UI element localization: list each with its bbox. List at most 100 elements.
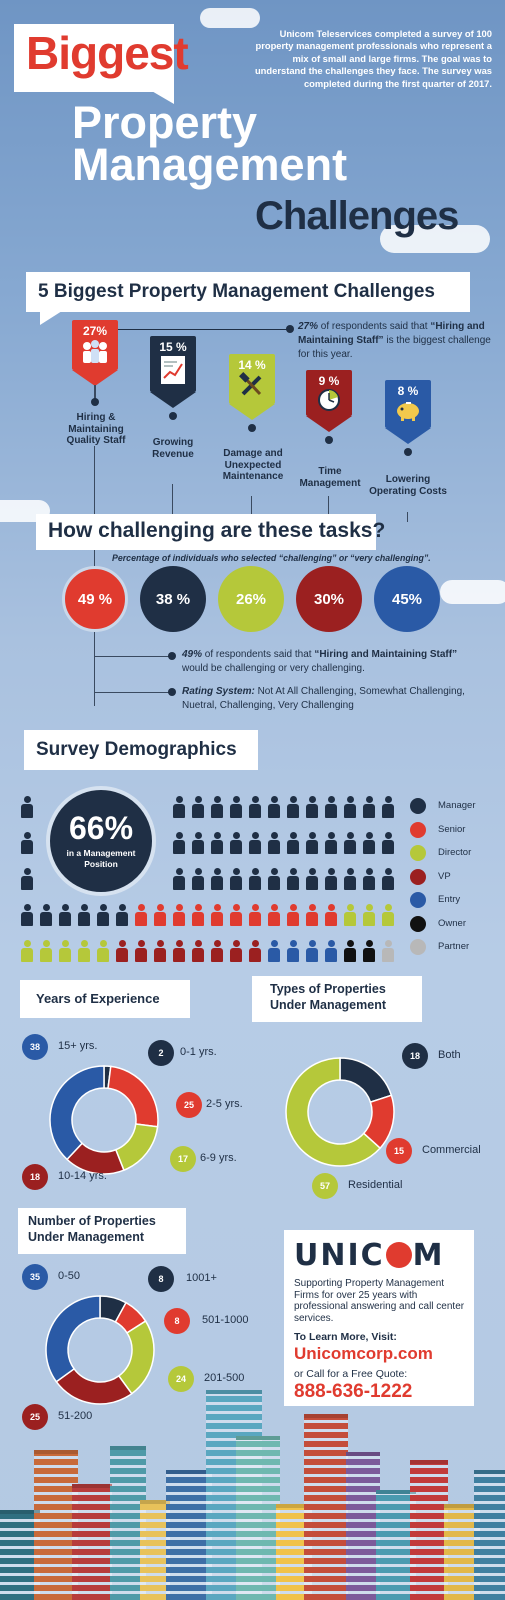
tasks-heading-box	[36, 514, 376, 550]
ad-phone[interactable]: 888-636-1222	[294, 1381, 413, 1402]
challenge-item-revenue: 15 %	[150, 336, 196, 408]
donut-label: 501-1000	[202, 1314, 249, 1326]
person-icon	[229, 796, 243, 818]
building	[140, 1500, 170, 1600]
person-icon	[305, 904, 319, 926]
ad-url[interactable]: Unicomcorp.com	[294, 1344, 433, 1363]
logo-text-end: M	[412, 1238, 445, 1273]
task-circle: 38 %	[140, 566, 206, 632]
donut-label: 0-1 yrs.	[180, 1046, 217, 1058]
note-rest: would be challenging or very challenging…	[182, 663, 365, 674]
person-icon	[362, 868, 376, 890]
title-challenges: Challenges	[255, 194, 459, 238]
legend-label: Senior	[438, 823, 466, 835]
person-icon	[343, 796, 357, 818]
challenge-pct: 27%	[82, 324, 108, 338]
person-icon	[58, 904, 72, 926]
building	[376, 1490, 416, 1600]
title-management: Management	[72, 139, 348, 190]
person-icon	[229, 904, 243, 926]
building	[304, 1414, 348, 1600]
person-icon	[286, 904, 300, 926]
challenge-label: Damage and Unexpected Maintenance	[222, 448, 284, 482]
person-icon	[381, 868, 395, 890]
person-icon	[191, 796, 205, 818]
person-icon	[210, 832, 224, 854]
donut-segment	[285, 1057, 382, 1167]
person-icon	[381, 904, 395, 926]
person-icon	[362, 940, 376, 962]
person-icon	[286, 832, 300, 854]
challenge-label: Time Management	[299, 466, 361, 489]
tag-point	[229, 404, 275, 420]
donut-value-badge: 25	[176, 1092, 202, 1118]
person-icon	[362, 904, 376, 926]
person-icon	[381, 796, 395, 818]
challenge-tag: 8 %	[385, 380, 431, 428]
callout-dot	[286, 325, 294, 333]
management-caption: in a Management Position	[66, 848, 136, 869]
challenge-item-hiring: 27%	[72, 320, 118, 386]
tag-point	[306, 416, 352, 432]
person-icon	[305, 796, 319, 818]
person-icon	[248, 832, 262, 854]
note-dot	[168, 688, 176, 696]
count-heading-2: Under Management	[28, 1230, 144, 1244]
callout-text: of respondents said that	[318, 321, 431, 332]
donut-value-badge: 2	[148, 1040, 174, 1066]
donut-label: 201-500	[204, 1372, 245, 1384]
ad-tagline: Supporting Property Management Firms for…	[294, 1278, 465, 1324]
challenge-pct: 14 %	[238, 358, 266, 372]
person-icon	[96, 904, 110, 926]
donut-value-badge: 15	[386, 1138, 412, 1164]
city-skyline	[0, 1380, 505, 1600]
legend-label: Director	[438, 847, 472, 858]
callout-line	[116, 329, 290, 330]
person-icon	[267, 832, 281, 854]
person-icon	[77, 940, 91, 962]
note-line	[94, 692, 170, 693]
building	[346, 1452, 380, 1600]
person-icon	[381, 940, 395, 962]
donut-value-badge: 17	[170, 1146, 196, 1172]
donut-label: 51-200	[58, 1410, 93, 1422]
person-icon	[77, 904, 91, 926]
person-icon	[305, 868, 319, 890]
note-bold: “Hiring and Maintaining Staff”	[314, 649, 458, 660]
person-icon	[191, 904, 205, 926]
callout-rest: is the biggest challenge for this year.	[298, 335, 491, 360]
building	[34, 1450, 78, 1600]
tasks-subheading: Percentage of individuals who selected “…	[112, 553, 431, 563]
task-note-rating: Rating System: Not At All Challenging, S…	[182, 685, 492, 713]
person-icon	[172, 940, 186, 962]
tag-point	[150, 392, 196, 408]
person-icon	[20, 940, 34, 962]
challenge-item-costs: 8 %	[385, 380, 431, 444]
donut-value-badge: 24	[168, 1366, 194, 1392]
donut-segment	[339, 1057, 393, 1104]
connector-line	[407, 512, 408, 522]
donut-label: Commercial	[422, 1144, 481, 1156]
person-icon	[191, 868, 205, 890]
person-icon	[210, 796, 224, 818]
connector-line	[328, 496, 329, 520]
person-icon	[362, 796, 376, 818]
donut-label: 10-14 yrs.	[58, 1170, 107, 1182]
person-icon	[58, 940, 72, 962]
person-icon	[115, 940, 129, 962]
person-icon	[39, 904, 53, 926]
intro-text: Unicom Teleservices completed a survey o…	[254, 28, 492, 89]
person-icon	[20, 832, 34, 854]
challenges-heading: 5 Biggest Property Management Challenges	[38, 281, 435, 302]
note-text: of respondents said that	[202, 649, 315, 660]
challenge-stem	[94, 385, 96, 399]
challenge-pct: 9 %	[318, 374, 340, 388]
title-property: Property	[72, 97, 258, 148]
challenge-pct: 15 %	[159, 340, 187, 354]
types-donut	[285, 1057, 395, 1167]
person-icon	[324, 940, 338, 962]
challenges-heading-box	[26, 272, 470, 312]
donut-label: Both	[438, 1049, 461, 1061]
tools-icon	[239, 372, 262, 396]
person-icon	[229, 940, 243, 962]
